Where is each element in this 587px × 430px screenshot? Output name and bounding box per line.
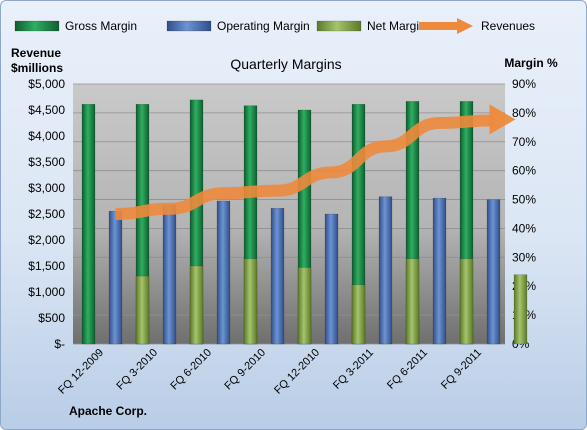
- x-tick-label: FQ 6-2011: [385, 347, 430, 392]
- operating-margin-bar: [378, 196, 393, 345]
- operating-margin-bar: [486, 199, 501, 345]
- legend-arrowhead: [457, 18, 473, 34]
- legend-gross-margin: Gross Margin: [14, 19, 137, 33]
- net-margin-bar: [189, 265, 204, 345]
- net-margin-bar: [351, 284, 366, 345]
- left-tick-label: $1,000: [28, 285, 65, 299]
- right-tick-label: 80%: [512, 106, 536, 120]
- left-tick-label: $5,000: [28, 77, 65, 91]
- left-tick-label: $4,000: [28, 129, 65, 143]
- right-tick-label: 60%: [512, 164, 536, 178]
- right-tick-label: 30%: [512, 250, 536, 264]
- left-tick-label: $-: [54, 337, 65, 351]
- company-label: Apache Corp.: [69, 404, 147, 418]
- net-margin-bar: [405, 258, 420, 345]
- net-margin-bar: [135, 275, 150, 345]
- x-axis-labels: FQ 12-2009 FQ 3-2010 FQ 6-2010 FQ 9-2010 FQ …: [56, 347, 484, 397]
- legend-operating-margin: Operating Margin: [166, 19, 310, 33]
- x-tick-label: FQ 3-2010: [114, 347, 160, 393]
- net-margin-bar: [297, 267, 312, 345]
- left-tick-label: $2,000: [28, 233, 65, 247]
- legend-label: Gross Margin: [65, 19, 137, 33]
- right-tick-label: 70%: [512, 135, 536, 149]
- left-axis-ticks: $- $500 $1,000 $1,500 $2,000 $2,500 $3,000 $3,5…: [28, 77, 65, 351]
- left-tick-label: $4,500: [28, 103, 65, 117]
- legend-net-margin: Net Margin: [316, 19, 426, 33]
- left-tick-label: $3,000: [28, 181, 65, 195]
- legend-swatch: [166, 20, 212, 32]
- operating-margin-bar: [216, 200, 231, 345]
- legend-label: Operating Margin: [217, 19, 310, 33]
- net-margin-bar: [459, 258, 474, 345]
- legend-swatch: [14, 20, 60, 32]
- left-tick-label: $1,500: [28, 259, 65, 273]
- x-tick-label: FQ 9-2010: [222, 347, 268, 393]
- legend-label: Revenues: [481, 19, 535, 33]
- operating-margin-bar: [324, 213, 339, 345]
- right-axis-title: Margin %: [504, 56, 558, 70]
- left-axis-title-line-2: $millions: [11, 61, 63, 75]
- x-tick-label: FQ 12-2010: [272, 347, 322, 397]
- operating-margin-bar: [432, 197, 447, 345]
- x-tick-label: FQ 12-2009: [56, 347, 106, 397]
- chart-title: Quarterly Margins: [230, 56, 341, 72]
- operating-margin-bar: [270, 207, 285, 345]
- net-margin-bar: [513, 274, 528, 345]
- revenue-line-group: [115, 104, 516, 220]
- x-tick-label: FQ 3-2011: [331, 347, 376, 392]
- left-tick-label: $3,500: [28, 155, 65, 169]
- legend-revenues: Revenues: [419, 18, 535, 34]
- legend-swatch: [316, 20, 362, 32]
- left-tick-label: $500: [38, 311, 65, 325]
- x-tick-label: FQ 6-2010: [168, 347, 214, 393]
- gross-margin-bar: [81, 103, 96, 345]
- left-tick-label: $2,500: [28, 207, 65, 221]
- left-axis-title-line-1: Revenue: [11, 46, 61, 60]
- legend-label: Net Margin: [367, 19, 426, 33]
- right-tick-label: 90%: [512, 77, 536, 91]
- operating-margin-bar: [162, 205, 177, 345]
- right-tick-label: 40%: [512, 221, 536, 235]
- revenue-arrowhead: [489, 104, 516, 135]
- operating-margin-bar: [108, 210, 123, 345]
- right-tick-label: 50%: [512, 193, 536, 207]
- revenue-line: [115, 114, 494, 220]
- x-tick-label: FQ 9-2011: [439, 347, 484, 392]
- bars: [81, 99, 528, 345]
- net-margin-bar: [243, 258, 258, 345]
- legend: Gross Margin Operating Margin Net Margin Re…: [14, 18, 535, 34]
